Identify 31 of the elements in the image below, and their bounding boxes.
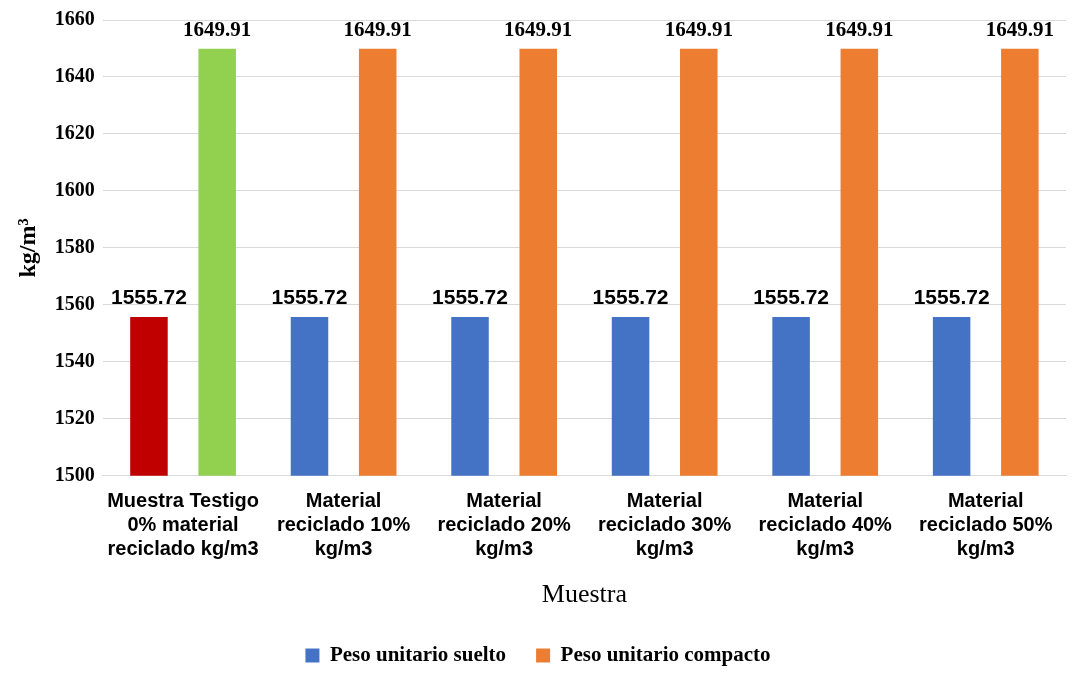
legend-label: Peso unitario suelto [329, 641, 507, 666]
y-tick-label: 1520 [54, 406, 95, 428]
x-axis-title: Muestra [541, 579, 628, 609]
y-tick-label: 1560 [54, 292, 95, 315]
data-label: 1555.72 [753, 285, 830, 309]
y-tick-label: 1620 [54, 121, 95, 144]
x-tick-label: Material reciclado 30% kg/m3 [597, 489, 732, 560]
y-axis-title: kg/m³ [13, 218, 40, 278]
data-label: 1649.91 [504, 16, 573, 41]
y-tick-label: 1660 [54, 7, 95, 30]
data-label: 1555.72 [110, 285, 187, 309]
x-tick-label: Material reciclado 10% kg/m3 [276, 489, 411, 560]
x-tick-label: Muestra Testigo 0% material reciclado kg/m3 [107, 489, 259, 560]
data-label: 1649.91 [985, 16, 1054, 41]
y-tick-label: 1500 [54, 462, 95, 485]
data-label: 1649.91 [183, 16, 252, 41]
y-tick-label: 1540 [54, 349, 95, 372]
data-label: 1649.91 [664, 16, 733, 41]
x-tick-label: Material reciclado 50% kg/m3 [919, 489, 1053, 560]
y-tick-label: 1600 [54, 178, 95, 201]
x-tick-label: Material reciclado 20% kg/m3 [437, 489, 572, 560]
x-tick-label: Material reciclado 40% kg/m3 [758, 489, 893, 560]
y-tick-label: 1580 [54, 235, 95, 258]
data-label: 1555.72 [271, 285, 348, 309]
data-label: 1555.72 [592, 285, 669, 309]
y-tick-label: 1640 [54, 64, 95, 87]
legend-label: Peso unitario compacto [560, 641, 771, 666]
data-label: 1555.72 [432, 285, 508, 309]
data-label: 1649.91 [825, 16, 894, 41]
data-label: 1649.91 [343, 16, 412, 41]
data-label: 1555.72 [913, 285, 990, 309]
